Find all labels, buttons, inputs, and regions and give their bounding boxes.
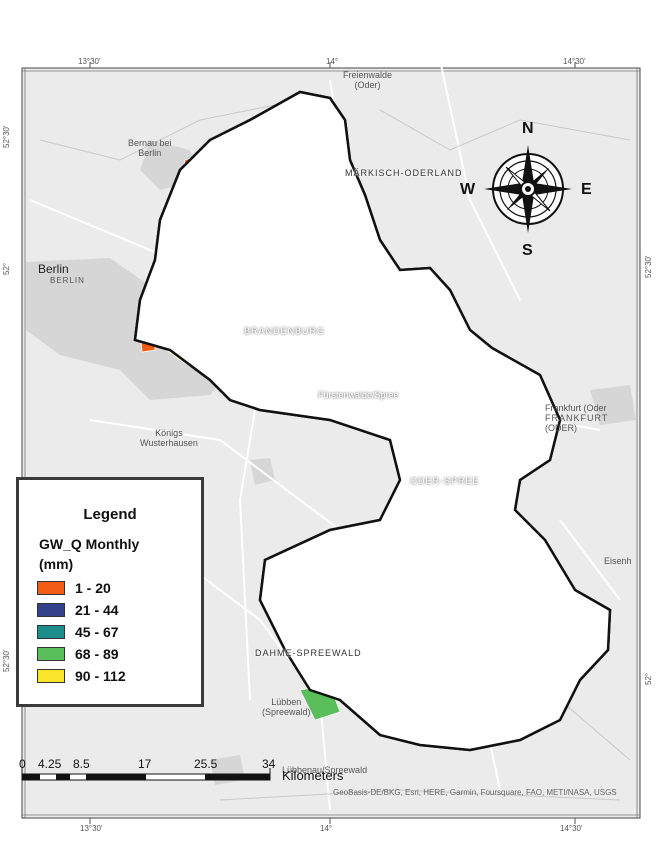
place-luebben-line1: Lübben xyxy=(271,697,302,707)
place-koenigs-line2: Wusterhausen xyxy=(140,438,198,448)
compass-east-label: E xyxy=(581,181,592,198)
region-dahme-spreewald: DAHME-SPREEWALD xyxy=(255,648,362,658)
lon-label-bottom: 13°30' xyxy=(80,824,103,833)
lat-label-left: 52° xyxy=(2,262,11,275)
place-bernau-line1: Bernau bei xyxy=(128,138,172,148)
graticule-ticks xyxy=(89,62,576,824)
legend-swatch xyxy=(37,581,65,595)
place-luebben: Lübben (Spreewald) xyxy=(262,697,311,717)
lat-label-right: 52°30' xyxy=(644,255,653,278)
place-frankfurt-line2: FRANKFURT xyxy=(545,413,609,423)
legend-label: 90 - 112 xyxy=(75,668,126,684)
scale-tick-label: 4.25 xyxy=(38,757,62,771)
minor-roads xyxy=(39,99,631,801)
place-freienwalde-line2: (Oder) xyxy=(354,80,381,90)
scale-tick-label: 17 xyxy=(138,757,152,771)
map-attribution: GeoBasis-DE/BKG, Esri, HERE, Garmin, Fou… xyxy=(333,788,617,797)
region-oder-spree: ODER-SPREE xyxy=(410,476,480,486)
place-koenigs-line1: Königs xyxy=(155,428,183,438)
legend-swatch xyxy=(37,669,65,683)
place-frankfurt: Frankfurt (Oder FRANKFURT (ODER) xyxy=(545,403,608,433)
compass-south-label: S xyxy=(522,242,533,259)
lon-label-top: 14°30' xyxy=(563,57,586,66)
legend-swatch xyxy=(37,603,65,617)
scale-bar xyxy=(21,768,271,781)
legend-swatch xyxy=(37,625,65,639)
place-bernau-line2: Berlin xyxy=(138,148,162,158)
lon-label-bottom: 14°30' xyxy=(560,824,583,833)
lat-label-left: 52°30' xyxy=(2,649,11,672)
legend-subtitle-units: (mm) xyxy=(39,556,74,572)
place-berlin: Berlin xyxy=(38,262,69,276)
scale-tick-label: 34 xyxy=(262,757,276,771)
legend-swatch xyxy=(37,647,65,661)
compass-north-label: N xyxy=(522,120,534,137)
legend-box: Legend GW_Q Monthly (mm) 1 - 20 21 - 44 … xyxy=(16,477,204,707)
legend-title: Legend xyxy=(83,506,137,523)
place-fuerstenwalde: Fürstenwalde/Spree xyxy=(318,390,399,400)
lat-label-right: 52° xyxy=(644,672,653,685)
place-eisenh: Eisenh xyxy=(604,556,632,566)
scale-tick-label: 8.5 xyxy=(73,757,90,771)
place-bernau: Bernau bei Berlin xyxy=(128,138,172,158)
scale-tick-label: 25.5 xyxy=(194,757,218,771)
legend-label: 21 - 44 xyxy=(75,602,119,618)
place-freienwalde-line1: Freienwalde xyxy=(343,70,393,80)
place-frankfurt-line3: (ODER) xyxy=(545,423,577,433)
place-luebbenau: Lübbenau/Spreewald xyxy=(282,765,368,775)
place-freienwalde: Freienwalde (Oder) xyxy=(343,70,392,90)
legend-label: 45 - 67 xyxy=(75,624,119,640)
compass-west-label: W xyxy=(460,181,476,198)
legend-subtitle: GW_Q Monthly xyxy=(39,536,140,552)
legend-label: 1 - 20 xyxy=(75,580,111,596)
compass-rose xyxy=(484,145,572,233)
place-koenigs-wusterhausen: Königs Wusterhausen xyxy=(140,428,198,448)
legend-label: 68 - 89 xyxy=(75,646,119,662)
lon-label-top: 14° xyxy=(326,57,339,66)
lon-label-top: 13°30' xyxy=(78,57,101,66)
place-luebben-line2: (Spreewald) xyxy=(262,707,311,717)
scale-units-label: Kilometers xyxy=(282,768,344,783)
lat-label-left: 52°30' xyxy=(2,125,11,148)
region-maerkisch-oderland: MÄRKISCH-ODERLAND xyxy=(345,168,463,178)
place-berlin-de: BERLIN xyxy=(50,276,85,285)
region-brandenburg: BRANDENBURG xyxy=(244,326,326,336)
scale-tick-label: 0 xyxy=(19,757,26,771)
place-frankfurt-line1: Frankfurt (Oder xyxy=(545,403,607,413)
lon-label-bottom: 14° xyxy=(320,824,333,833)
